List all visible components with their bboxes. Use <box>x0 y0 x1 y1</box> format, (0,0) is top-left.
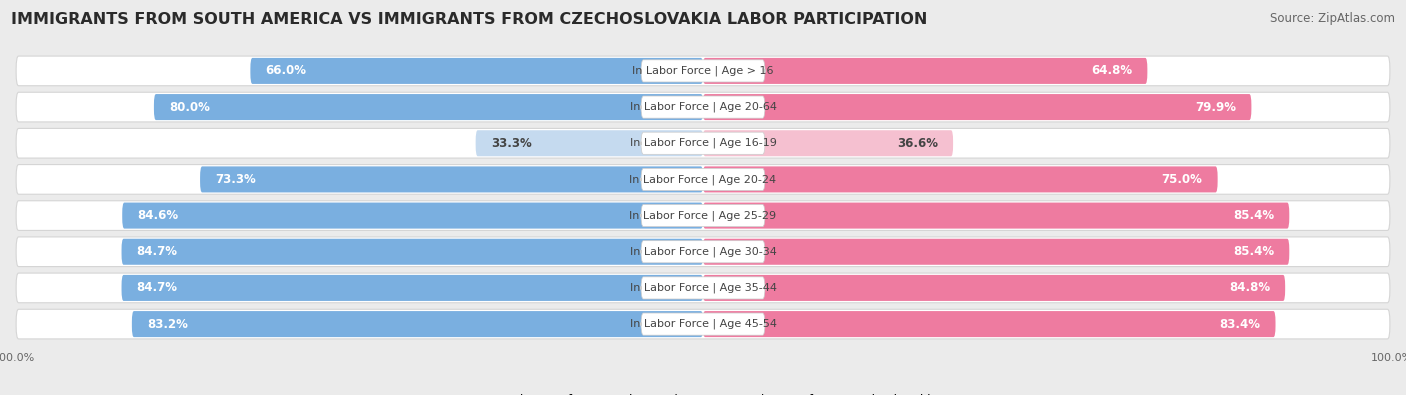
FancyBboxPatch shape <box>15 128 1391 158</box>
FancyBboxPatch shape <box>703 58 1147 84</box>
FancyBboxPatch shape <box>641 313 765 335</box>
Text: In Labor Force | Age > 16: In Labor Force | Age > 16 <box>633 66 773 76</box>
Text: 84.7%: 84.7% <box>136 245 177 258</box>
FancyBboxPatch shape <box>15 56 1391 86</box>
Text: 83.4%: 83.4% <box>1219 318 1260 331</box>
Text: In Labor Force | Age 30-34: In Labor Force | Age 30-34 <box>630 246 776 257</box>
FancyBboxPatch shape <box>121 275 703 301</box>
FancyBboxPatch shape <box>703 203 1289 229</box>
FancyBboxPatch shape <box>641 60 765 82</box>
FancyBboxPatch shape <box>250 58 703 84</box>
FancyBboxPatch shape <box>641 132 765 154</box>
FancyBboxPatch shape <box>15 201 1391 230</box>
FancyBboxPatch shape <box>121 239 703 265</box>
FancyBboxPatch shape <box>15 309 1391 339</box>
FancyBboxPatch shape <box>15 273 1391 303</box>
FancyBboxPatch shape <box>15 237 1391 267</box>
Text: IMMIGRANTS FROM SOUTH AMERICA VS IMMIGRANTS FROM CZECHOSLOVAKIA LABOR PARTICIPAT: IMMIGRANTS FROM SOUTH AMERICA VS IMMIGRA… <box>11 12 928 27</box>
Text: 85.4%: 85.4% <box>1233 209 1274 222</box>
Text: 85.4%: 85.4% <box>1233 245 1274 258</box>
Text: In Labor Force | Age 16-19: In Labor Force | Age 16-19 <box>630 138 776 149</box>
Text: In Labor Force | Age 20-24: In Labor Force | Age 20-24 <box>630 174 776 185</box>
FancyBboxPatch shape <box>122 203 703 229</box>
FancyBboxPatch shape <box>703 311 1275 337</box>
FancyBboxPatch shape <box>15 165 1391 194</box>
FancyBboxPatch shape <box>641 168 765 190</box>
Text: In Labor Force | Age 35-44: In Labor Force | Age 35-44 <box>630 283 776 293</box>
Legend: Immigrants from South America, Immigrants from Czechoslovakia: Immigrants from South America, Immigrant… <box>468 394 938 395</box>
Text: In Labor Force | Age 45-54: In Labor Force | Age 45-54 <box>630 319 776 329</box>
Text: 84.6%: 84.6% <box>138 209 179 222</box>
Text: 79.9%: 79.9% <box>1195 101 1236 114</box>
Text: 66.0%: 66.0% <box>266 64 307 77</box>
Text: 84.7%: 84.7% <box>136 281 177 294</box>
Text: Source: ZipAtlas.com: Source: ZipAtlas.com <box>1270 12 1395 25</box>
Text: 36.6%: 36.6% <box>897 137 938 150</box>
Text: In Labor Force | Age 25-29: In Labor Force | Age 25-29 <box>630 210 776 221</box>
FancyBboxPatch shape <box>15 92 1391 122</box>
Text: 73.3%: 73.3% <box>215 173 256 186</box>
FancyBboxPatch shape <box>641 277 765 299</box>
FancyBboxPatch shape <box>475 130 703 156</box>
FancyBboxPatch shape <box>703 239 1289 265</box>
FancyBboxPatch shape <box>641 96 765 118</box>
Text: 80.0%: 80.0% <box>169 101 209 114</box>
Text: 83.2%: 83.2% <box>148 318 188 331</box>
Text: In Labor Force | Age 20-64: In Labor Force | Age 20-64 <box>630 102 776 112</box>
Text: 84.8%: 84.8% <box>1229 281 1270 294</box>
FancyBboxPatch shape <box>132 311 703 337</box>
FancyBboxPatch shape <box>703 130 953 156</box>
FancyBboxPatch shape <box>703 94 1251 120</box>
FancyBboxPatch shape <box>641 205 765 227</box>
FancyBboxPatch shape <box>703 275 1285 301</box>
Text: 75.0%: 75.0% <box>1161 173 1202 186</box>
FancyBboxPatch shape <box>703 166 1218 192</box>
Text: 64.8%: 64.8% <box>1091 64 1132 77</box>
FancyBboxPatch shape <box>153 94 703 120</box>
FancyBboxPatch shape <box>200 166 703 192</box>
Text: 33.3%: 33.3% <box>491 137 531 150</box>
FancyBboxPatch shape <box>641 241 765 263</box>
